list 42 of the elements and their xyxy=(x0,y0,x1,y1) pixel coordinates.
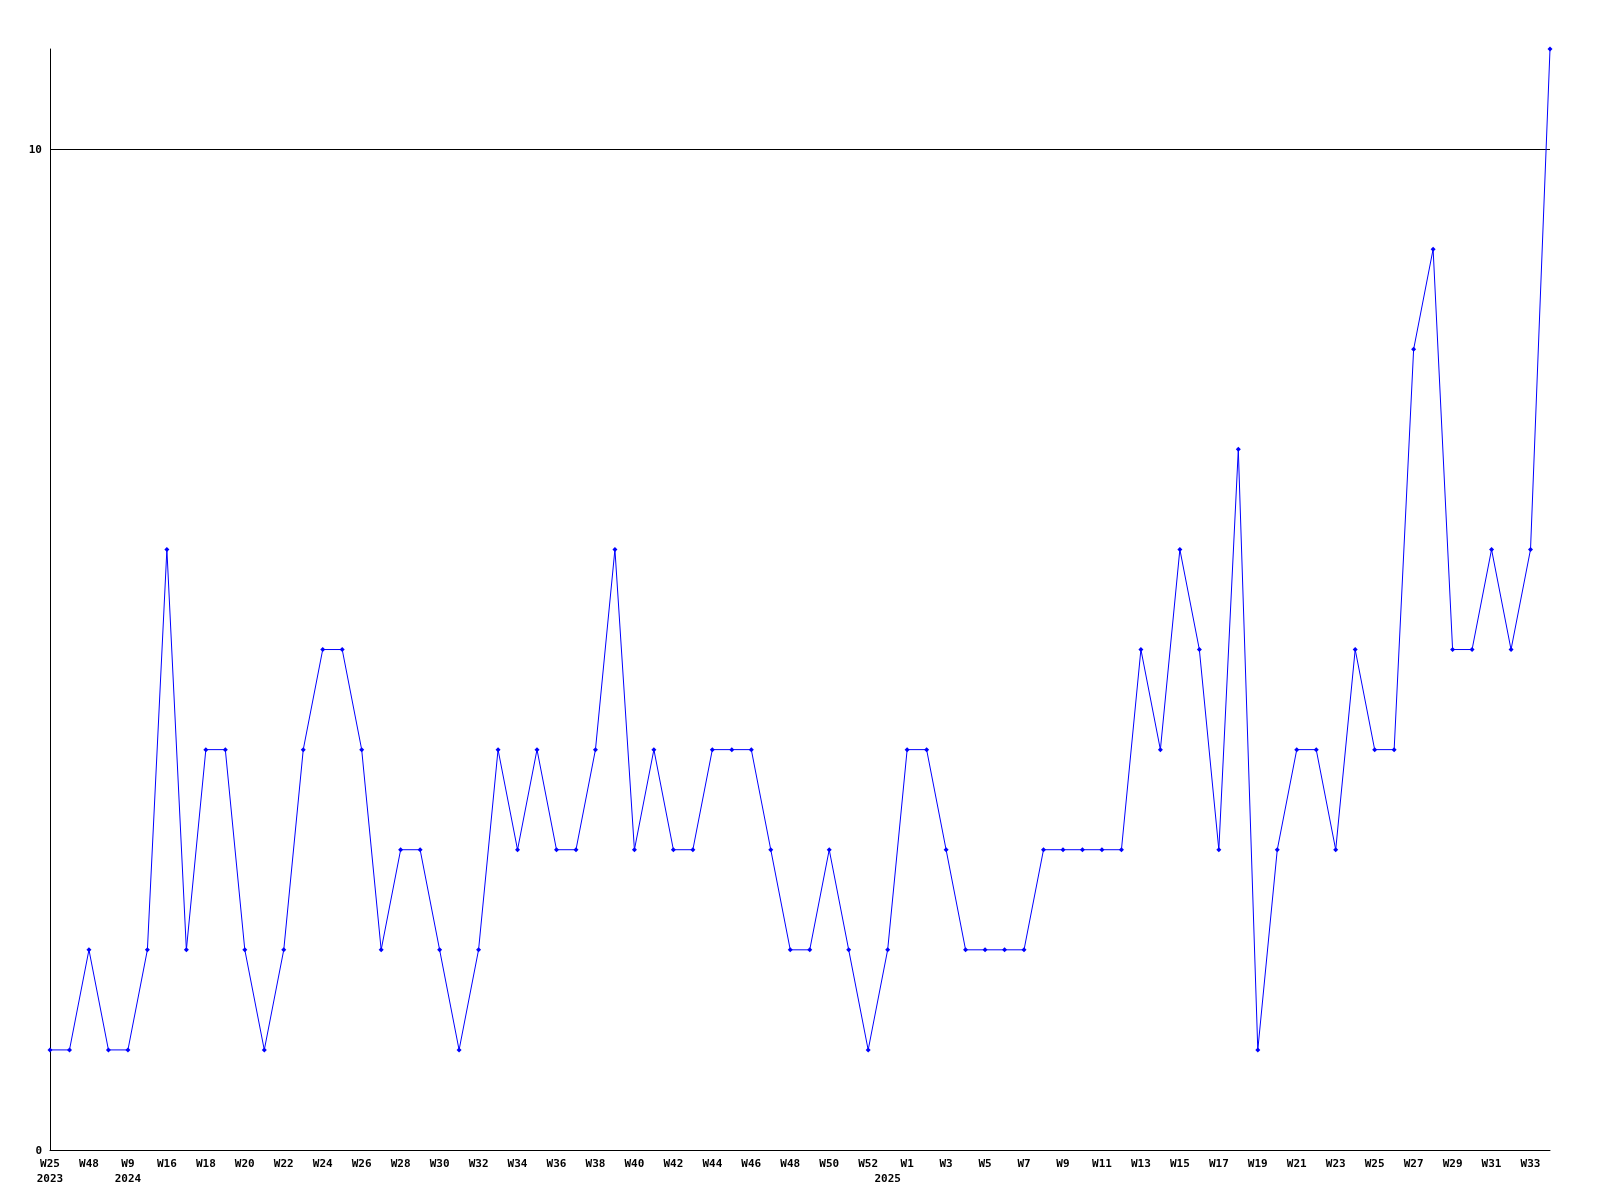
x-tick-label: W29 xyxy=(1442,1157,1463,1170)
x-tick-label: 2025 xyxy=(874,1172,901,1185)
x-tick-label: W44 xyxy=(702,1157,723,1170)
y-tick-label: 0 xyxy=(35,1143,42,1157)
x-tick-label: W48 xyxy=(780,1157,801,1170)
x-tick-label: W27 xyxy=(1403,1157,1424,1170)
y-tick-label: 10 xyxy=(28,142,42,156)
x-tick-label: W23 xyxy=(1325,1157,1346,1170)
x-tick-label: W34 xyxy=(507,1157,528,1170)
x-tick-label: W22 xyxy=(273,1157,294,1170)
x-tick-label: W1 xyxy=(900,1157,915,1170)
x-tick-label: W25 xyxy=(1364,1157,1385,1170)
x-tick-label: W32 xyxy=(468,1157,489,1170)
x-tick-label: W50 xyxy=(819,1157,840,1170)
x-tick-label: W5 xyxy=(978,1157,992,1170)
x-tick-label: W3 xyxy=(939,1157,953,1170)
x-tick-label: W48 xyxy=(79,1157,99,1170)
x-tick-label: W26 xyxy=(351,1157,372,1170)
x-tick-label: W20 xyxy=(234,1157,255,1170)
x-tick-label: W33 xyxy=(1520,1157,1541,1170)
x-tick-label: W46 xyxy=(741,1157,762,1170)
x-tick-label: W31 xyxy=(1481,1157,1502,1170)
x-tick-label: W7 xyxy=(1017,1157,1031,1170)
x-tick-label: W9 2024 xyxy=(114,1157,142,1185)
x-tick-label: W24 xyxy=(312,1157,334,1170)
x-tick-label: W17 xyxy=(1208,1157,1229,1170)
x-tick-label: W9 xyxy=(1056,1157,1070,1170)
x-tick-label: W40 xyxy=(624,1157,645,1170)
x-tick-label: W25 2023 xyxy=(36,1157,64,1185)
x-tick-label: W19 xyxy=(1247,1157,1268,1170)
x-tick-label: W18 xyxy=(195,1157,216,1170)
x-tick-label: W30 xyxy=(429,1157,450,1170)
x-tick-label: W36 xyxy=(546,1157,567,1170)
x-tick-label: W42 xyxy=(663,1157,684,1170)
x-tick-label: W15 xyxy=(1169,1157,1190,1170)
x-tick-label: W13 xyxy=(1130,1157,1151,1170)
x-tick-label: W28 xyxy=(390,1157,411,1170)
x-tick-label: W21 xyxy=(1286,1157,1308,1170)
x-tick-label: W52 xyxy=(858,1157,879,1170)
x-tick-label: W38 xyxy=(585,1157,606,1170)
x-tick-label: W11 xyxy=(1092,1157,1113,1170)
x-tick-label: W16 xyxy=(156,1157,178,1170)
